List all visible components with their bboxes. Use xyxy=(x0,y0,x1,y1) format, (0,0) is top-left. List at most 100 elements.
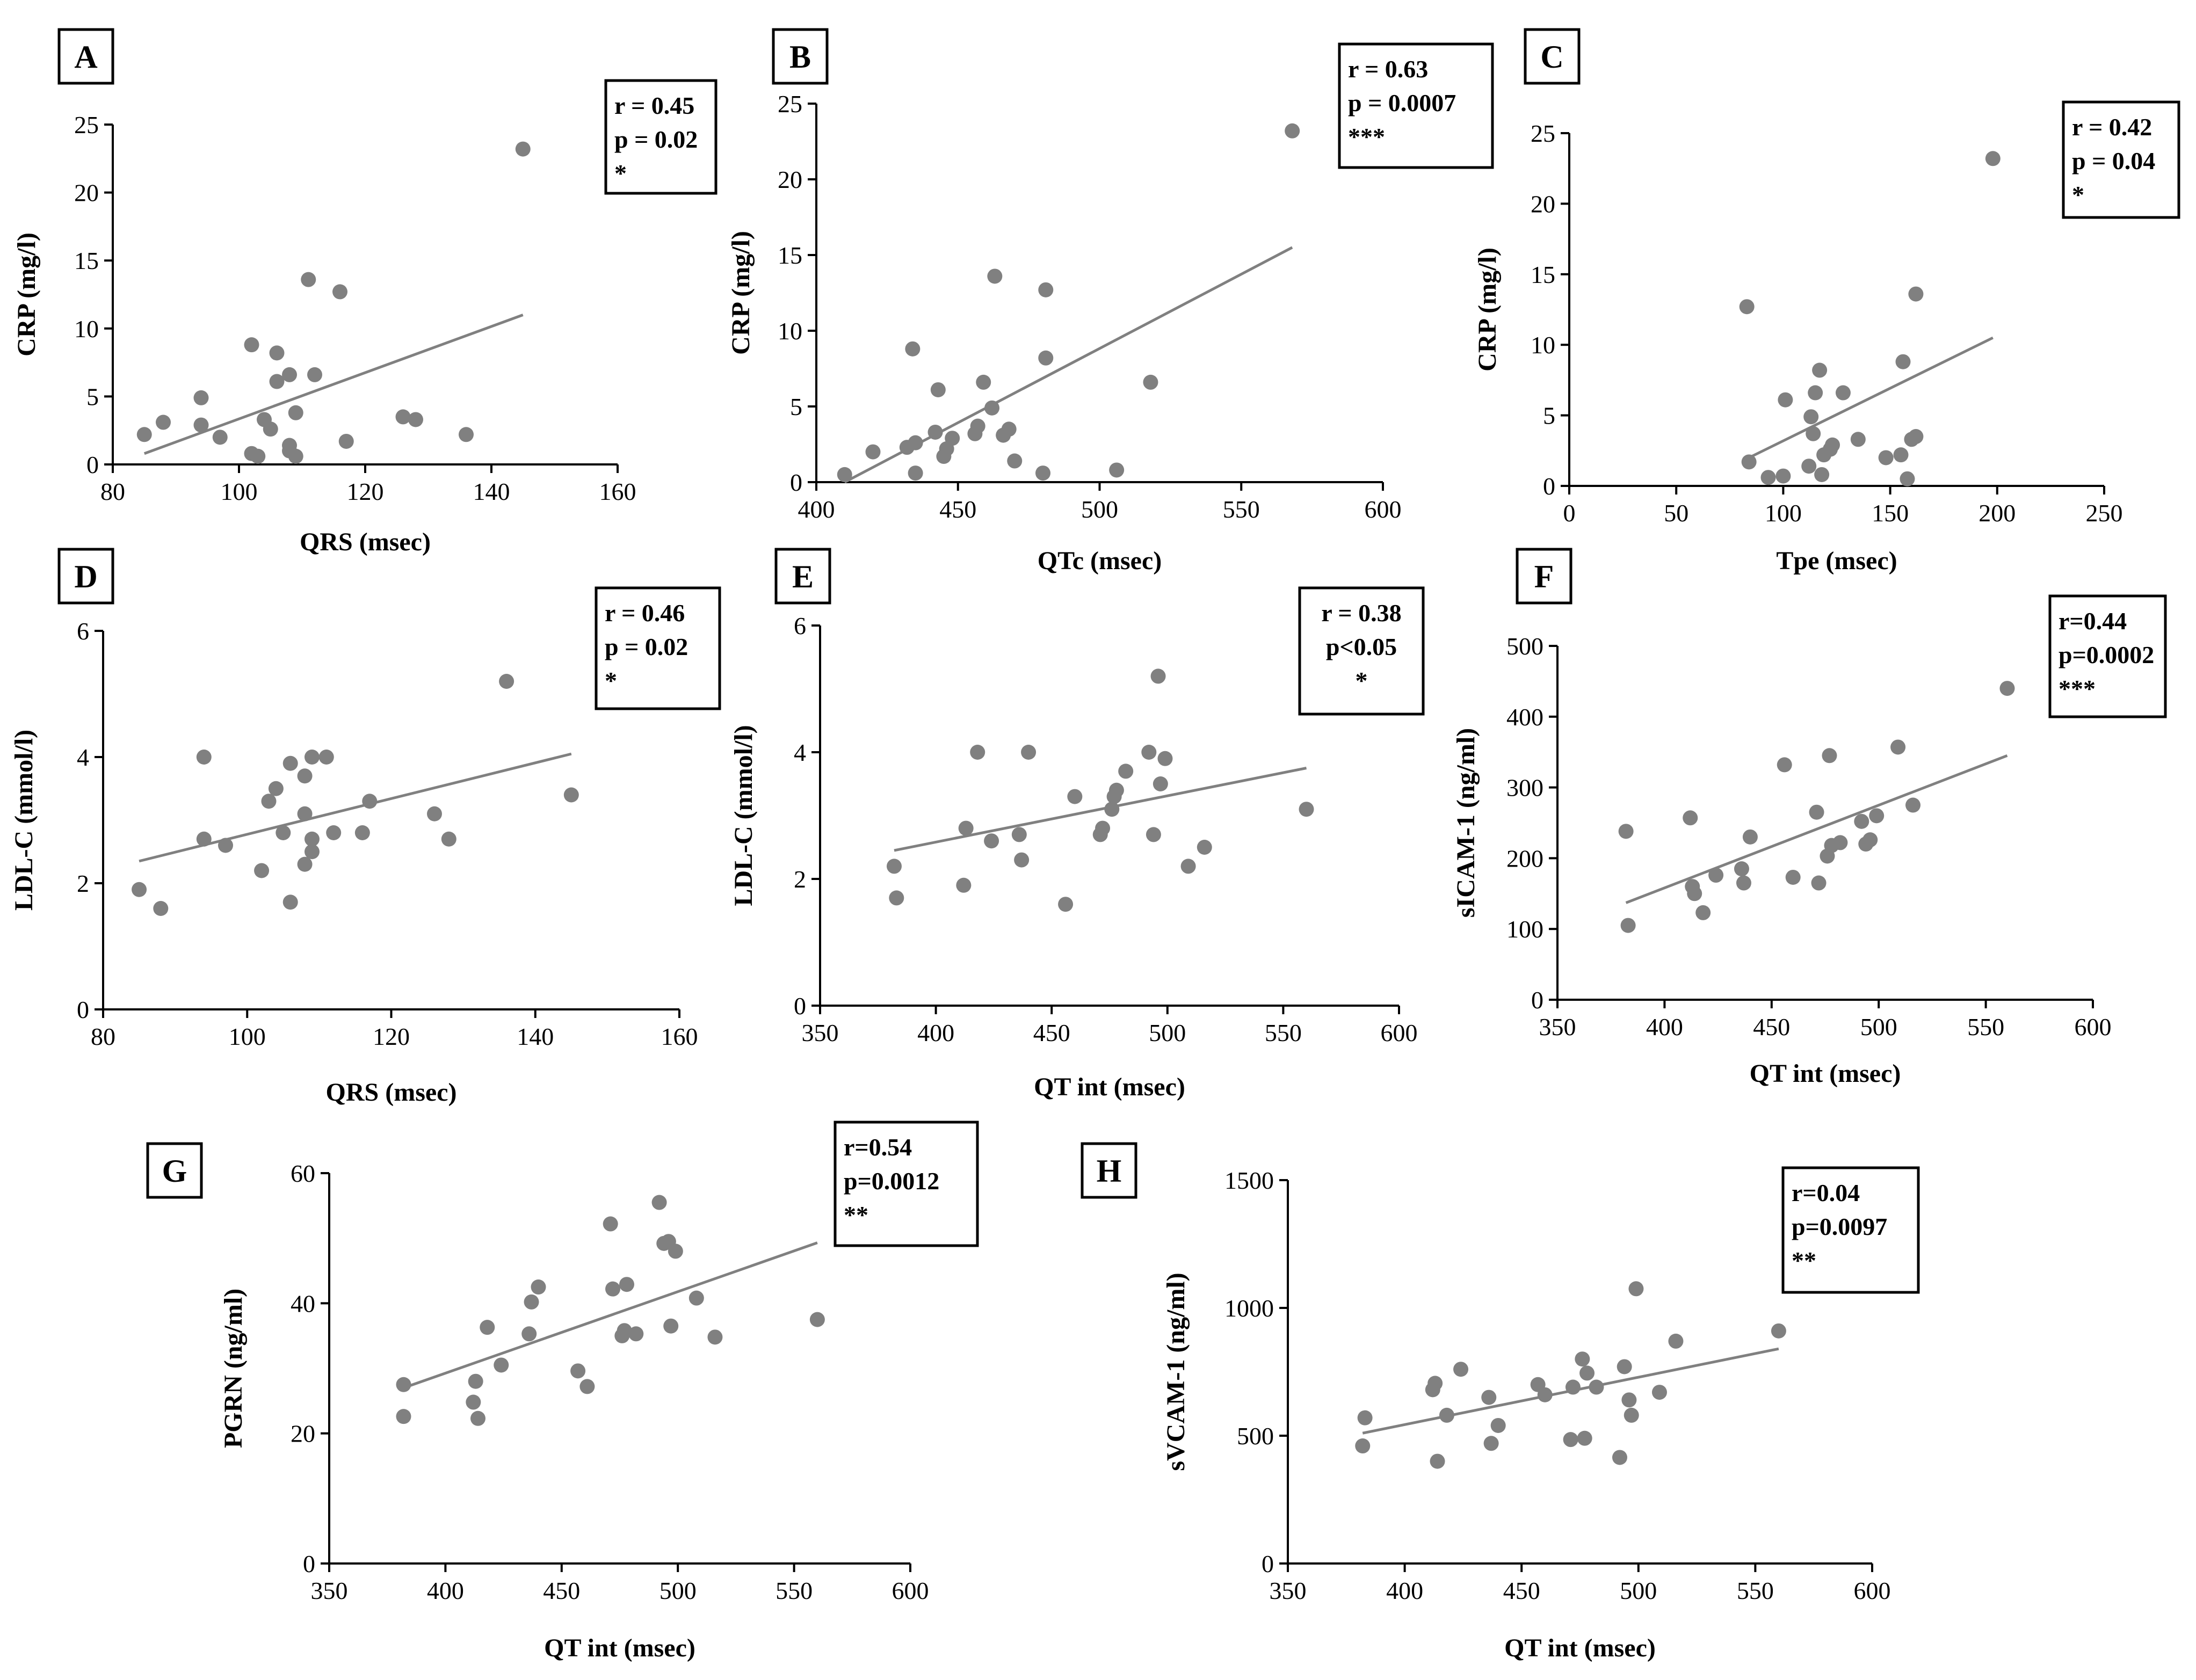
y-tick-label: 20 xyxy=(291,1420,315,1448)
stats-box xyxy=(1781,1166,1920,1294)
data-point xyxy=(1108,782,1124,798)
data-point xyxy=(1453,1362,1469,1377)
y-tick-label: 6 xyxy=(794,612,806,639)
data-point xyxy=(1021,745,1037,760)
data-point xyxy=(1197,840,1212,855)
y-tick-label: 100 xyxy=(1506,915,1543,943)
regression-line xyxy=(1748,336,1994,459)
data-point xyxy=(889,890,904,906)
data-point xyxy=(970,418,985,434)
data-point xyxy=(1180,859,1196,874)
panel-letter: G xyxy=(162,1153,187,1189)
y-tick-label: 10 xyxy=(1531,331,1555,359)
stats-line: p=0.0097 xyxy=(1792,1213,1887,1240)
data-point xyxy=(945,431,960,446)
data-point xyxy=(1118,763,1134,779)
data-point xyxy=(468,1373,483,1389)
stats-line: ** xyxy=(844,1201,868,1228)
data-point xyxy=(301,272,316,287)
data-point xyxy=(1579,1365,1595,1381)
y-tick-label: 15 xyxy=(778,242,802,269)
x-tick-label: 550 xyxy=(1223,496,1260,523)
x-tick-label: 0 xyxy=(1563,499,1576,527)
panel-letter-box xyxy=(774,548,831,605)
y-tick-label: 300 xyxy=(1506,774,1543,802)
y-tick-label: 25 xyxy=(74,111,99,139)
stats-line: *** xyxy=(1348,123,1385,150)
data-point xyxy=(1058,897,1074,912)
x-tick-label: 350 xyxy=(802,1019,839,1046)
data-point xyxy=(1357,1410,1373,1426)
data-point xyxy=(196,831,212,847)
data-point xyxy=(905,341,921,357)
data-point xyxy=(579,1379,595,1394)
data-point xyxy=(1427,1376,1443,1391)
data-point xyxy=(1668,1333,1684,1349)
y-tick-label: 0 xyxy=(1543,472,1555,500)
y-tick-label: 0 xyxy=(1262,1550,1274,1577)
stats-line: p = 0.04 xyxy=(2072,147,2155,174)
data-point xyxy=(617,1323,632,1339)
y-tick-label: 10 xyxy=(778,317,802,345)
data-point xyxy=(1736,875,1751,891)
y-tick-label: 40 xyxy=(291,1290,315,1317)
panel-letter: A xyxy=(74,39,97,75)
y-tick-label: 5 xyxy=(790,393,802,420)
data-point xyxy=(395,409,411,425)
data-point xyxy=(218,838,234,853)
x-tick-label: 250 xyxy=(2086,499,2123,527)
data-point xyxy=(268,781,284,796)
x-tick-label: 150 xyxy=(1872,499,1909,527)
x-tick-label: 450 xyxy=(1753,1013,1790,1041)
data-point xyxy=(1801,459,1817,474)
data-point xyxy=(1777,757,1792,773)
y-tick-label: 2 xyxy=(794,866,806,893)
data-point xyxy=(1628,1281,1644,1297)
data-point xyxy=(1146,827,1161,842)
data-point xyxy=(466,1394,481,1410)
data-point xyxy=(956,877,972,893)
stats-box xyxy=(2048,594,2167,718)
y-tick-label: 4 xyxy=(794,739,806,766)
data-point xyxy=(362,794,378,809)
data-point xyxy=(1285,123,1300,139)
x-tick-label: 140 xyxy=(473,478,510,505)
data-point xyxy=(628,1326,644,1342)
y-axis-label: sVCAM-1 (ng/ml) xyxy=(1162,1272,1190,1471)
data-point xyxy=(1905,797,1921,813)
data-point xyxy=(1878,450,1894,466)
x-tick-label: 600 xyxy=(892,1577,929,1604)
data-point xyxy=(1999,681,2015,696)
data-point xyxy=(269,345,285,361)
stats-line: r=0.44 xyxy=(2059,607,2127,635)
stats-line: r=0.04 xyxy=(1792,1179,1860,1206)
data-point xyxy=(254,863,270,878)
x-tick-label: 80 xyxy=(100,478,125,505)
x-axis-label: QT int (msec) xyxy=(544,1634,695,1662)
data-point xyxy=(136,427,152,442)
data-point xyxy=(865,444,881,460)
data-point xyxy=(563,787,579,803)
data-point xyxy=(1832,835,1848,850)
data-point xyxy=(1893,447,1909,463)
x-tick-label: 600 xyxy=(1381,1019,1418,1046)
data-point xyxy=(688,1290,704,1306)
data-point xyxy=(1153,776,1168,791)
data-point xyxy=(304,750,320,765)
stats-line: p=0.0012 xyxy=(844,1167,939,1195)
x-tick-label: 140 xyxy=(517,1023,554,1050)
y-tick-label: 6 xyxy=(77,617,89,645)
x-tick-label: 500 xyxy=(659,1577,697,1604)
y-tick-label: 20 xyxy=(1531,190,1555,217)
data-point xyxy=(1430,1453,1445,1469)
y-axis-label: LDL-C (mmol/l) xyxy=(10,730,38,911)
panel-letter: C xyxy=(1540,39,1563,75)
data-point xyxy=(1811,875,1827,891)
data-point xyxy=(338,433,354,449)
data-point xyxy=(1895,354,1911,369)
data-point xyxy=(1825,437,1840,453)
stats-line: * xyxy=(1356,667,1368,694)
data-point xyxy=(297,806,313,821)
y-tick-label: 400 xyxy=(1506,703,1543,731)
regression-line xyxy=(143,314,524,455)
